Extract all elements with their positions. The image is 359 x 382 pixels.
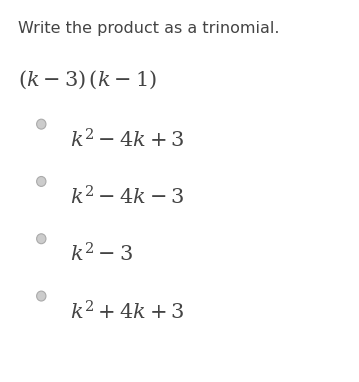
Text: $k^2 - 4k - 3$: $k^2 - 4k - 3$ bbox=[70, 185, 185, 209]
Text: $k^2 - 3$: $k^2 - 3$ bbox=[70, 243, 133, 266]
Text: $k^2 + 4k + 3$: $k^2 + 4k + 3$ bbox=[70, 300, 185, 323]
Text: $k^2 - 4k + 3$: $k^2 - 4k + 3$ bbox=[70, 128, 185, 151]
Text: $\mathit{(k-3)\,(k-1)}$: $\mathit{(k-3)\,(k-1)}$ bbox=[18, 69, 157, 91]
Circle shape bbox=[37, 176, 46, 186]
Circle shape bbox=[37, 234, 46, 244]
Circle shape bbox=[37, 119, 46, 129]
Text: Write the product as a trinomial.: Write the product as a trinomial. bbox=[18, 21, 279, 36]
Circle shape bbox=[37, 291, 46, 301]
